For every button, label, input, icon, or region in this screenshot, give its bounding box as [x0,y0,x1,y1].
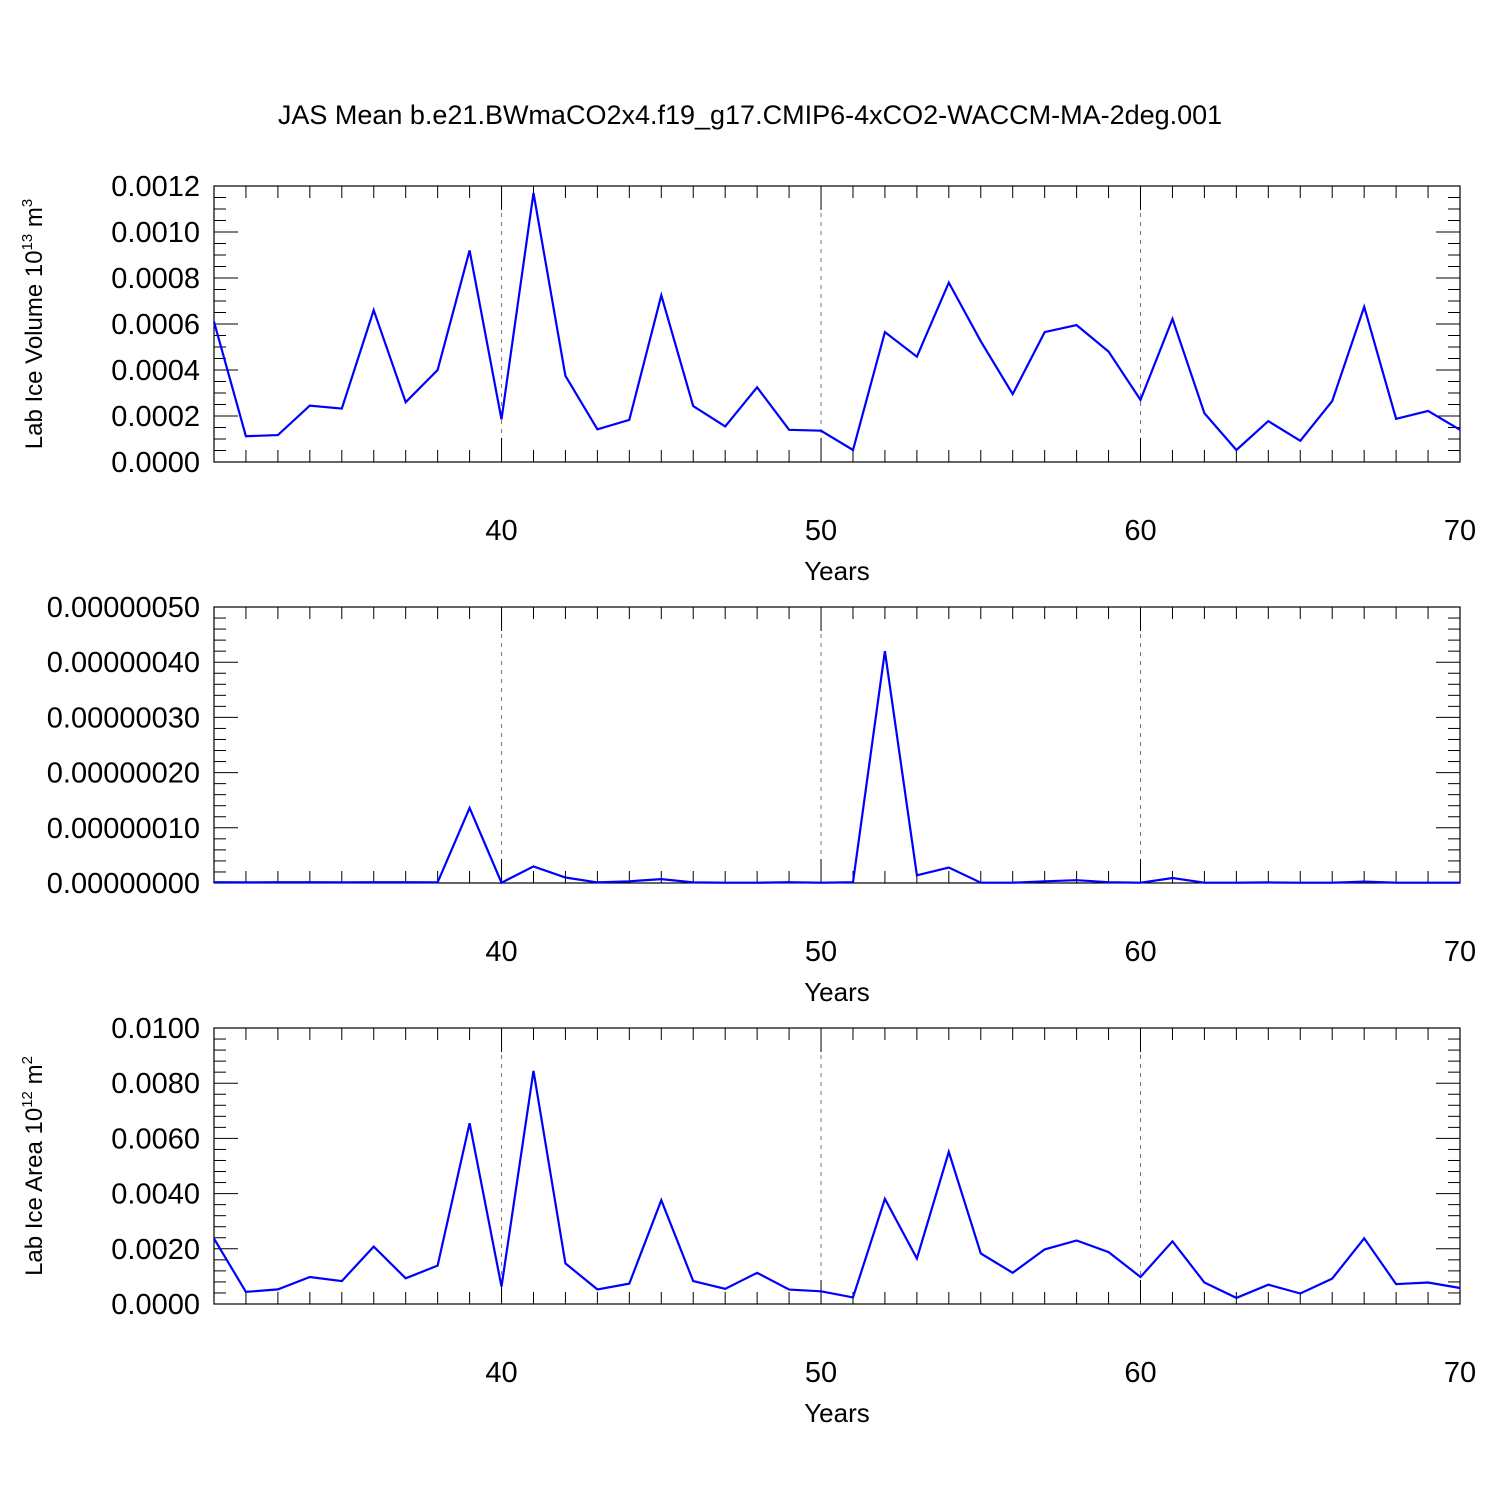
x-tick-label: 50 [805,1357,837,1389]
plot-frame [213,185,1461,463]
series-line [212,192,1461,452]
y-tick-label: 0.0100 [111,1013,200,1045]
y-tick-label: 0.00000000 [47,868,200,900]
y-tick-label: 0.0008 [111,263,200,295]
y-tick-label: 0.0002 [111,401,200,433]
x-axis-title: Years [804,1398,870,1428]
x-tick-label: 60 [1124,1357,1156,1389]
x-tick-label: 60 [1124,515,1156,547]
x-axis-title: Years [804,556,870,586]
chart-panel-3: 0.0000 0.0020 0.0040 0.0060 0.0080 0.0100 40 50… [19,1013,1476,1428]
x-axis-title: Years [804,977,870,1007]
series-line [213,1070,1461,1300]
chart-title: JAS Mean b.e21.BWmaCO2x4.f19_g17.CMIP6-4… [278,100,1222,130]
x-tick-label: 60 [1124,936,1156,968]
y-tick-label: 0.0000 [111,447,200,479]
chart-panels: 0.0000 0.0002 0.0004 0.0006 0.0008 0.0010 0.00… [19,171,1476,1428]
y-tick-label: 0.0040 [111,1179,200,1211]
y-tick-label: 0.00000040 [47,647,200,679]
y-tick-label: 0.00000050 [47,592,200,624]
y-tick-label: 0.0060 [111,1123,200,1155]
y-tick-label: 0.0020 [111,1234,200,1266]
y-tick-label: 0.0012 [111,171,200,203]
plot-frame [213,606,1461,884]
y-tick-label: 0.0010 [111,217,200,249]
x-tick-label: 40 [485,515,517,547]
y-tick-label: 0.00000030 [47,702,200,734]
y-axis-title: Lab Ice Area 1012 m2 [19,1056,48,1276]
chart-panel-2: 0.00000000 0.00000010 0.00000020 0.00000030… [47,592,1476,1007]
x-tick-label: 50 [805,936,837,968]
y-tick-label: 0.0000 [111,1289,200,1321]
chart-panel-1: 0.0000 0.0002 0.0004 0.0006 0.0008 0.0010 0.00… [19,171,1476,586]
x-tick-label: 40 [485,936,517,968]
x-tick-label: 70 [1444,515,1476,547]
y-tick-label: 0.0006 [111,309,200,341]
y-axis-title: Lab Ice Volume 1013 m3 [19,199,48,450]
y-tick-label: 0.0004 [111,355,200,387]
y-tick-label: 0.00000020 [47,758,200,790]
x-tick-label: 50 [805,515,837,547]
x-tick-label: 70 [1444,1357,1476,1389]
y-tick-label: 0.0080 [111,1068,200,1100]
x-tick-label: 70 [1444,936,1476,968]
y-tick-label: 0.00000010 [47,813,200,845]
x-tick-label: 40 [485,1357,517,1389]
plot-frame [213,1027,1461,1305]
series-line [213,651,1460,885]
